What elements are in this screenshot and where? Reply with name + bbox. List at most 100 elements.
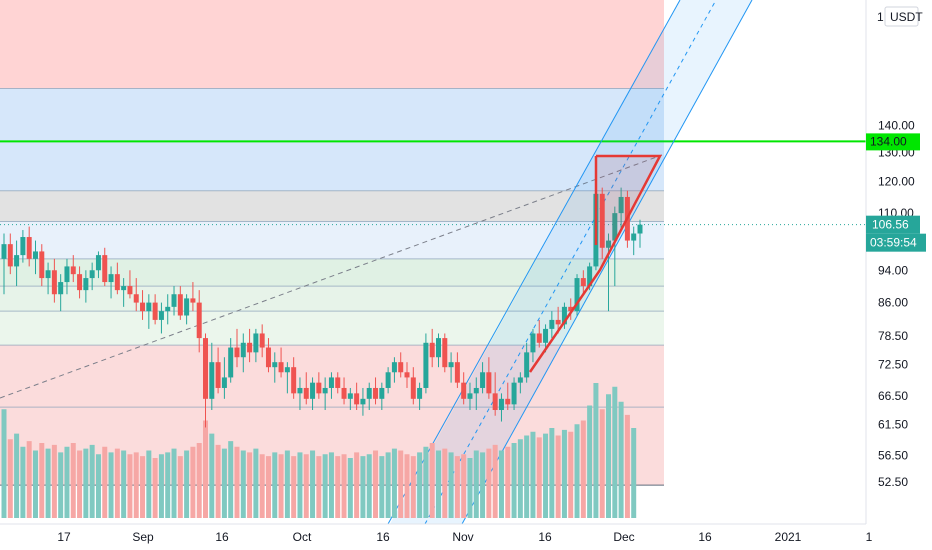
volume-bar	[442, 448, 448, 518]
horizontal-line-label: 134.00	[866, 133, 920, 151]
volume-bar	[517, 439, 523, 518]
candle-body	[291, 367, 297, 394]
candle-body	[278, 362, 284, 373]
candle-body	[637, 224, 643, 234]
candle-body	[51, 270, 57, 295]
volume-bar	[328, 452, 334, 518]
candle-body	[247, 342, 253, 353]
price-tick: 72.50	[878, 358, 908, 372]
candle-body	[127, 286, 133, 295]
candle-body	[184, 298, 190, 316]
candle-body	[7, 244, 13, 267]
candle-body	[45, 270, 51, 279]
volume-bar	[152, 458, 158, 518]
volume-bar	[291, 456, 297, 518]
candle-body	[524, 352, 530, 378]
price-tick: 52.50	[878, 475, 908, 489]
volume-bar	[580, 420, 586, 518]
volume-bar	[83, 448, 89, 518]
volume-bar	[543, 433, 549, 518]
volume-bar	[272, 452, 278, 518]
time-tick: Oct	[293, 530, 312, 544]
volume-bar	[555, 435, 561, 518]
volume-bar	[51, 444, 57, 518]
candle-body	[606, 240, 612, 248]
volume-bar	[171, 448, 177, 518]
candle-body	[89, 270, 95, 279]
candle-body	[284, 367, 290, 373]
volume-bar	[448, 452, 454, 518]
volume-bar	[505, 446, 511, 518]
fib-retracement[interactable]	[0, 0, 664, 486]
candle-body	[152, 302, 158, 320]
volume-bar	[316, 456, 322, 518]
candle-body	[335, 377, 341, 388]
candle-body	[114, 274, 120, 291]
candle-body	[580, 278, 586, 287]
time-axis[interactable]: 17 Sep 16 Oct 16 Nov 16 Dec 16 2021 1	[57, 530, 872, 544]
volume-bar	[265, 456, 271, 518]
price-axis[interactable]: 140.00130.00120.00110.0094.0086.0078.507…	[878, 118, 915, 489]
drawings[interactable]	[0, 0, 866, 525]
candle-body	[517, 377, 523, 383]
candle-body	[341, 387, 347, 399]
volume-bar	[70, 443, 76, 518]
price-tick: 120.00	[878, 174, 915, 188]
volume-bar	[473, 450, 479, 518]
time-tick: 16	[215, 530, 229, 544]
candle-body	[385, 372, 391, 388]
candle-body	[417, 387, 423, 399]
candle-body	[203, 338, 209, 399]
volume-bar	[347, 458, 353, 518]
volume-bar	[599, 409, 605, 518]
price-tick: 66.50	[878, 389, 908, 403]
volume-bar	[303, 454, 309, 518]
volume-bar	[108, 452, 114, 518]
volume-bar	[89, 444, 95, 518]
volume-bar	[574, 424, 580, 518]
volume-bar	[568, 431, 574, 518]
candle-body	[454, 362, 460, 383]
volume-bar	[354, 452, 360, 518]
volume-bar	[454, 456, 460, 518]
candle-body	[121, 286, 127, 291]
candle-body	[228, 347, 234, 378]
time-tick: Nov	[452, 530, 473, 544]
volume-bar	[127, 454, 133, 518]
candle-body	[555, 319, 561, 325]
candle-body	[133, 294, 139, 303]
time-tick: 17	[57, 530, 71, 544]
currency-button[interactable]: USDT	[890, 10, 923, 24]
volume-bar	[486, 448, 492, 518]
candle-body	[505, 398, 511, 405]
candle-body	[240, 342, 246, 358]
volume-bar	[32, 450, 38, 518]
candle-body	[234, 347, 240, 358]
last-price-label: 106.56 03:59:54	[866, 215, 926, 252]
overlay-drawings[interactable]	[528, 154, 663, 373]
volume-bar	[366, 454, 372, 518]
volume-bar	[618, 401, 624, 518]
currency-button-frame[interactable]	[884, 6, 919, 27]
volume-bar	[429, 443, 435, 518]
volume-bar	[530, 431, 536, 518]
volume-bar	[631, 428, 637, 518]
volume-bar	[278, 454, 284, 518]
candle-body	[140, 302, 146, 312]
candles	[1, 175, 643, 428]
volume-bar	[461, 454, 467, 518]
candle-body	[64, 266, 70, 283]
volume-bar	[140, 456, 146, 518]
candle-body	[561, 306, 567, 325]
volume-bar	[158, 454, 164, 518]
fib-band	[0, 345, 664, 408]
candle-body	[322, 387, 328, 394]
candle-body	[467, 393, 473, 399]
volume-bar	[341, 454, 347, 518]
scale-mode-button[interactable]: 1	[877, 10, 884, 24]
volume-bar	[247, 452, 253, 518]
volume-bar	[190, 446, 196, 518]
candle-body	[265, 347, 271, 368]
volume-bar	[373, 450, 379, 518]
